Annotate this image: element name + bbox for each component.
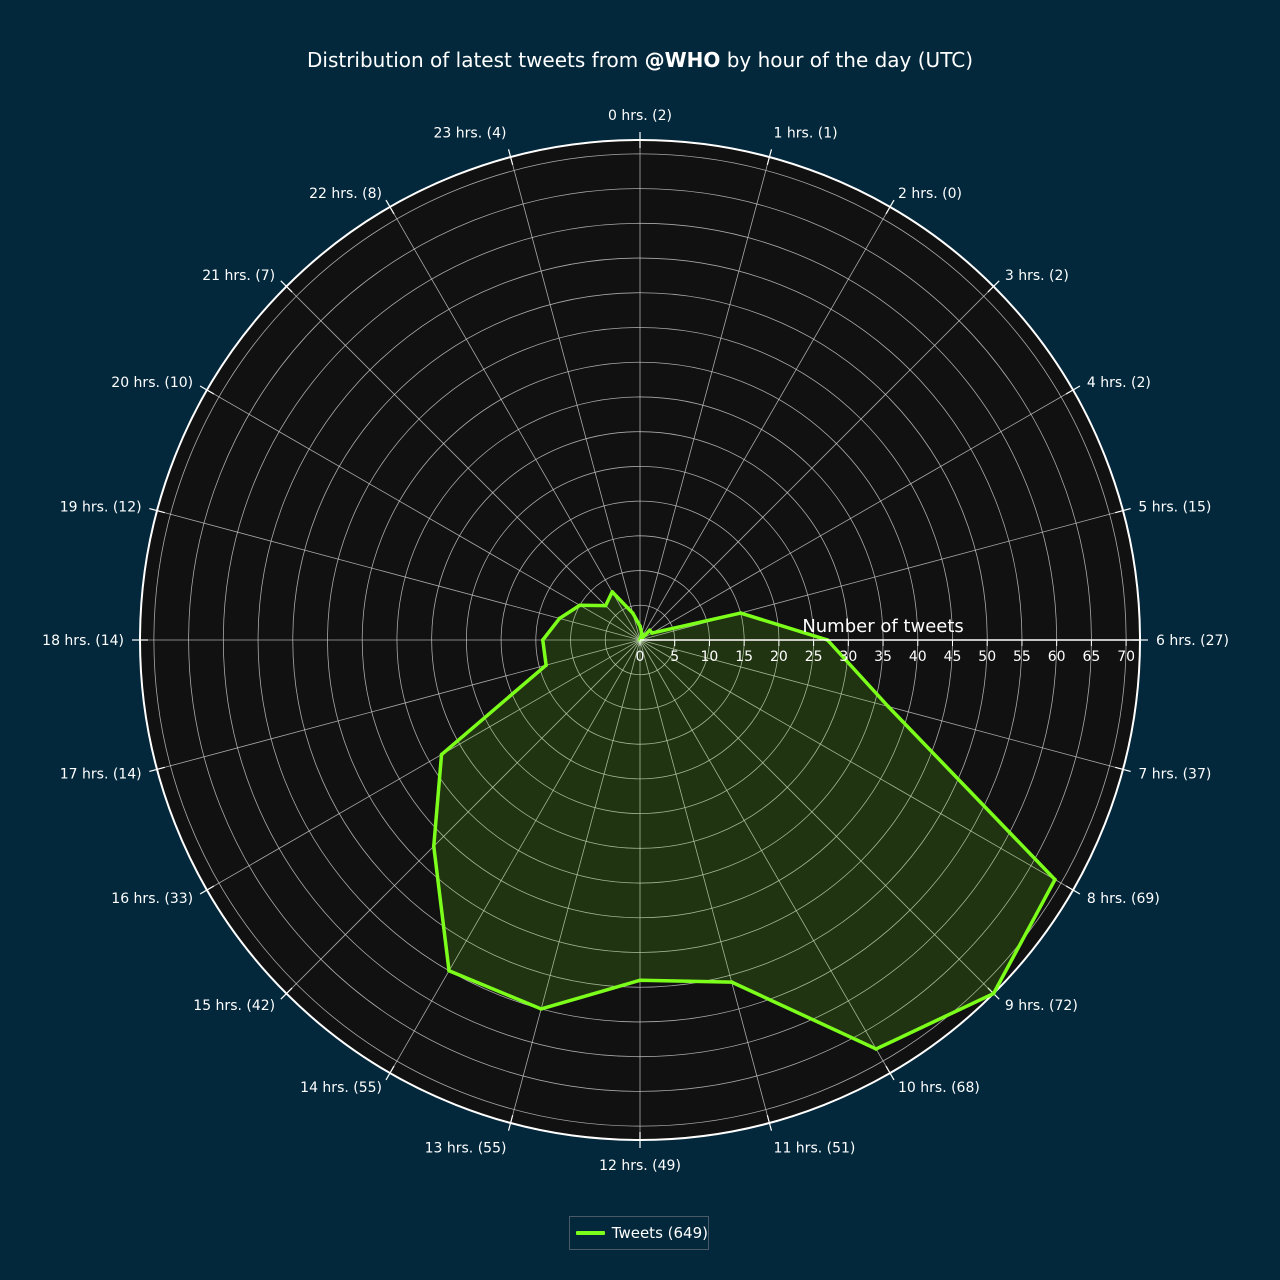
angular-label-9: 9 hrs. (72) bbox=[1005, 998, 1078, 1014]
data-point-10 bbox=[874, 1047, 878, 1051]
radial-tick-label-25: 25 bbox=[805, 649, 823, 665]
angular-label-5: 5 hrs. (15) bbox=[1138, 499, 1211, 515]
data-point-20 bbox=[578, 603, 582, 608]
angular-label-14: 14 hrs. (55) bbox=[300, 1080, 382, 1096]
grid-spoke-9 bbox=[639, 639, 994, 994]
angular-label-7: 7 hrs. (37) bbox=[1138, 767, 1211, 783]
data-point-15 bbox=[431, 844, 436, 849]
data-point-13 bbox=[539, 1007, 543, 1011]
data-point-22 bbox=[610, 590, 615, 594]
radial-tick-label-5: 5 bbox=[670, 649, 679, 665]
angular-label-0: 0 hrs. (2) bbox=[608, 108, 672, 124]
angular-label-12: 12 hrs. (49) bbox=[599, 1158, 681, 1174]
angular-label-21: 21 hrs. (7) bbox=[202, 268, 275, 284]
angular-label-19: 19 hrs. (12) bbox=[60, 499, 142, 515]
data-point-9 bbox=[991, 991, 996, 996]
radial-tick-label-50: 50 bbox=[978, 649, 996, 665]
legend-swatch-tweets bbox=[576, 1231, 605, 1235]
chart-title: Distribution of latest tweets from @WHO … bbox=[307, 48, 973, 72]
data-point-1 bbox=[640, 631, 644, 636]
angular-label-2: 2 hrs. (0) bbox=[898, 186, 962, 202]
grid-spoke-10 bbox=[639, 639, 891, 1074]
data-point-14 bbox=[447, 968, 451, 973]
data-point-0 bbox=[638, 624, 642, 628]
grid-spoke-2 bbox=[639, 206, 891, 641]
angular-label-22: 22 hrs. (8) bbox=[309, 186, 382, 202]
radial-tick-label-55: 55 bbox=[1013, 649, 1031, 665]
legend[interactable]: Tweets (649) bbox=[569, 1216, 709, 1250]
grid-spoke-3 bbox=[639, 286, 994, 641]
grid-spoke-21 bbox=[286, 286, 641, 641]
radial-tick-label-40: 40 bbox=[909, 649, 927, 665]
data-point-8 bbox=[1053, 877, 1057, 882]
angular-label-6: 6 hrs. (27) bbox=[1156, 633, 1229, 649]
angular-label-4: 4 hrs. (2) bbox=[1087, 375, 1151, 391]
grid-spoke-17 bbox=[156, 639, 641, 770]
angular-label-23: 23 hrs. (4) bbox=[434, 126, 507, 142]
angular-label-11: 11 hrs. (51) bbox=[774, 1140, 856, 1156]
angular-label-8: 8 hrs. (69) bbox=[1087, 891, 1160, 907]
data-point-11 bbox=[729, 980, 734, 984]
angular-label-18: 18 hrs. (14) bbox=[42, 633, 124, 649]
radial-tick-label-15: 15 bbox=[735, 649, 753, 665]
grid-spoke-15 bbox=[286, 639, 641, 994]
radial-tick-label-35: 35 bbox=[874, 649, 892, 665]
angular-label-20: 20 hrs. (10) bbox=[111, 375, 193, 391]
radial-tick-label-65: 65 bbox=[1082, 649, 1100, 665]
data-point-16 bbox=[439, 752, 444, 757]
plot-area: 0 5 10 15 20 25 30 35 40 45 50 55 60 65 70 Number of tw… bbox=[42, 108, 1229, 1174]
data-point-12 bbox=[638, 978, 642, 983]
radial-tick-label-60: 60 bbox=[1048, 649, 1066, 665]
grid-spoke-20 bbox=[206, 389, 641, 641]
angular-label-13: 13 hrs. (55) bbox=[425, 1140, 507, 1156]
grid-spoke-13 bbox=[510, 639, 641, 1124]
data-point-7 bbox=[886, 704, 890, 709]
radial-tick-label-20: 20 bbox=[770, 649, 788, 665]
radial-axis-title: Number of tweets bbox=[802, 616, 963, 637]
data-point-17 bbox=[544, 663, 548, 667]
chart-title-prefix: Distribution of latest tweets from bbox=[307, 48, 645, 72]
grid-spoke-4 bbox=[639, 389, 1074, 641]
radial-tick-label-10: 10 bbox=[701, 649, 719, 665]
grid-spoke-1 bbox=[639, 156, 770, 641]
grid-spoke-16 bbox=[206, 639, 641, 891]
data-point-23 bbox=[631, 611, 635, 615]
grid-spoke-14 bbox=[389, 639, 641, 1074]
grid-spoke-22 bbox=[389, 206, 641, 641]
radial-tick-label-70: 70 bbox=[1117, 649, 1135, 665]
data-point-21 bbox=[603, 603, 608, 608]
angular-label-17: 17 hrs. (14) bbox=[60, 767, 142, 783]
angular-label-10: 10 hrs. (68) bbox=[898, 1080, 980, 1096]
chart-title-handle: @WHO bbox=[645, 48, 721, 72]
angular-label-3: 3 hrs. (2) bbox=[1005, 268, 1069, 284]
grid-spoke-8 bbox=[639, 639, 1074, 891]
angular-label-15: 15 hrs. (42) bbox=[193, 998, 275, 1014]
radial-tick-label-30: 30 bbox=[839, 649, 857, 665]
data-point-5 bbox=[738, 611, 743, 615]
grid-spoke-23 bbox=[510, 156, 641, 641]
grid-spoke-11 bbox=[639, 639, 770, 1124]
data-point-3 bbox=[648, 628, 652, 632]
grid-spoke-7 bbox=[639, 639, 1124, 770]
data-point-18 bbox=[540, 638, 545, 642]
angular-label-16: 16 hrs. (33) bbox=[111, 891, 193, 907]
radial-tick-label-0: 0 bbox=[636, 649, 645, 665]
radial-tick-label-45: 45 bbox=[944, 649, 962, 665]
legend-label-tweets: Tweets (649) bbox=[611, 1224, 708, 1242]
chart-title-suffix: by hour of the day (UTC) bbox=[720, 48, 973, 72]
data-point-19 bbox=[557, 616, 562, 621]
angular-label-1: 1 hrs. (1) bbox=[774, 126, 838, 142]
data-point-4 bbox=[650, 631, 654, 635]
